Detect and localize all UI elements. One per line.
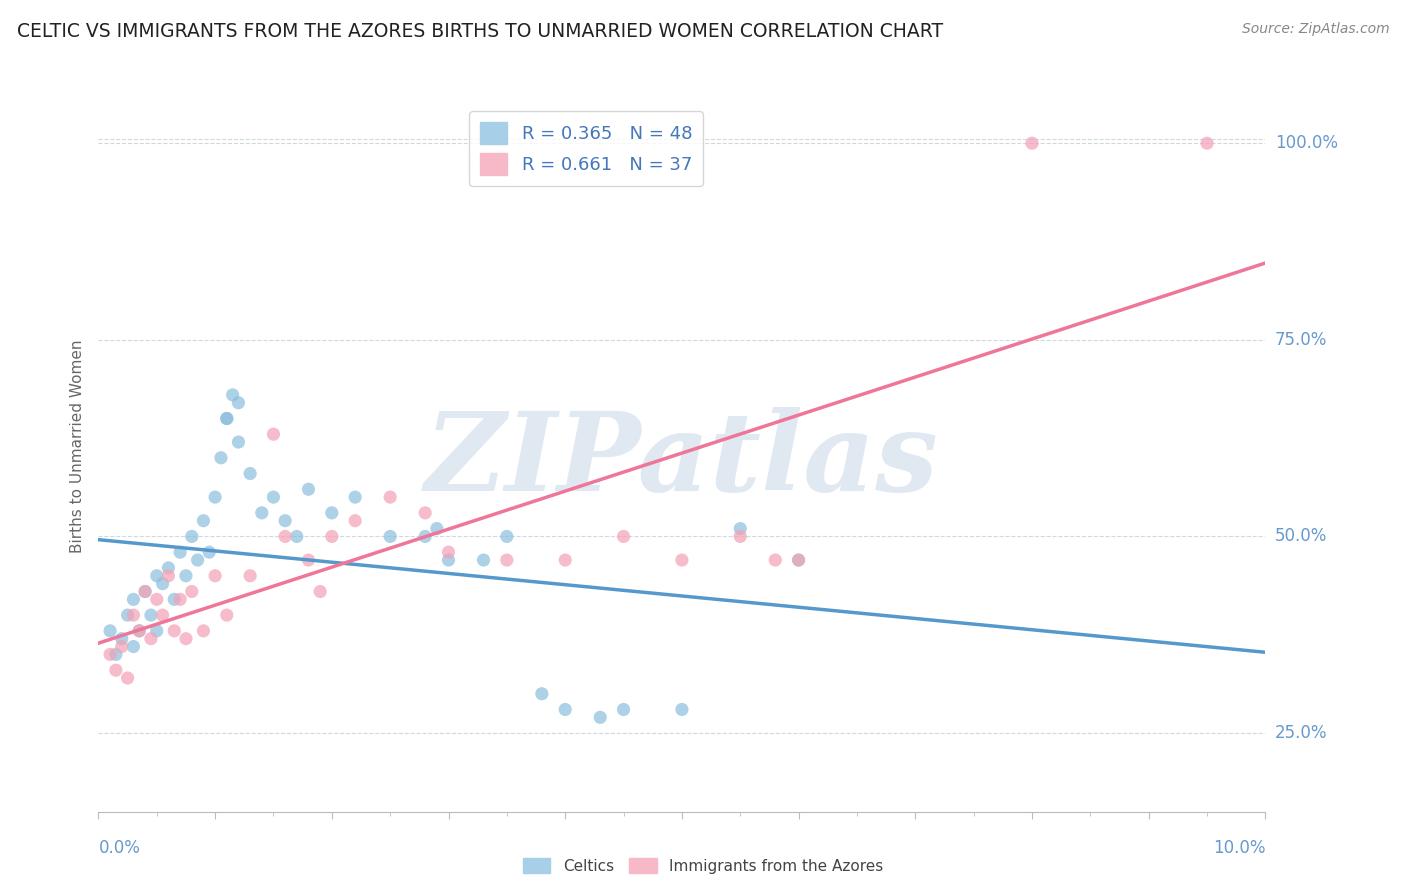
Text: 0.0%: 0.0% bbox=[98, 839, 141, 857]
Point bbox=[285, 529, 308, 543]
Point bbox=[613, 529, 636, 543]
Point bbox=[437, 545, 460, 559]
Point bbox=[98, 648, 121, 662]
Point bbox=[117, 671, 139, 685]
Point bbox=[787, 553, 810, 567]
Point bbox=[157, 568, 180, 582]
Point bbox=[496, 529, 519, 543]
Point bbox=[146, 592, 169, 607]
Point bbox=[380, 529, 402, 543]
Point bbox=[239, 467, 262, 481]
Point bbox=[204, 490, 226, 504]
Point bbox=[98, 624, 121, 638]
Point bbox=[187, 553, 209, 567]
Point bbox=[730, 529, 752, 543]
Point bbox=[228, 396, 250, 410]
Text: 10.0%: 10.0% bbox=[1213, 839, 1265, 857]
Point bbox=[1197, 136, 1219, 151]
Point bbox=[146, 568, 169, 582]
Point bbox=[221, 388, 243, 402]
Point bbox=[122, 640, 145, 654]
Point bbox=[380, 490, 402, 504]
Point bbox=[215, 411, 238, 425]
Point bbox=[163, 624, 186, 638]
Text: ZIPatlas: ZIPatlas bbox=[425, 407, 939, 515]
Point bbox=[139, 632, 162, 646]
Point bbox=[209, 450, 232, 465]
Point bbox=[413, 506, 436, 520]
Point bbox=[413, 529, 436, 543]
Point bbox=[117, 608, 139, 623]
Point bbox=[169, 545, 191, 559]
Point bbox=[152, 608, 174, 623]
Point bbox=[554, 702, 576, 716]
Text: 50.0%: 50.0% bbox=[1275, 527, 1327, 545]
Point bbox=[437, 553, 460, 567]
Point bbox=[263, 427, 285, 442]
Point bbox=[321, 529, 343, 543]
Point bbox=[180, 529, 202, 543]
Point bbox=[157, 561, 180, 575]
Point bbox=[169, 592, 191, 607]
Point bbox=[321, 506, 343, 520]
Point bbox=[163, 592, 186, 607]
Point bbox=[104, 663, 127, 677]
Point bbox=[472, 553, 495, 567]
Point bbox=[198, 545, 221, 559]
Point bbox=[589, 710, 612, 724]
Point bbox=[228, 435, 250, 450]
Point bbox=[263, 490, 285, 504]
Point bbox=[204, 568, 226, 582]
Point bbox=[274, 514, 297, 528]
Point bbox=[613, 702, 636, 716]
Point bbox=[239, 568, 262, 582]
Legend: R = 0.365   N = 48, R = 0.661   N = 37: R = 0.365 N = 48, R = 0.661 N = 37 bbox=[470, 112, 703, 186]
Point bbox=[730, 522, 752, 536]
Point bbox=[111, 632, 134, 646]
Point bbox=[122, 608, 145, 623]
Point bbox=[174, 568, 197, 582]
Point bbox=[763, 553, 786, 567]
Text: 75.0%: 75.0% bbox=[1275, 331, 1327, 349]
Point bbox=[146, 624, 169, 638]
Point bbox=[193, 624, 215, 638]
Point bbox=[134, 584, 156, 599]
Point bbox=[215, 608, 238, 623]
Point bbox=[297, 553, 319, 567]
Text: 25.0%: 25.0% bbox=[1275, 724, 1327, 742]
Point bbox=[122, 592, 145, 607]
Y-axis label: Births to Unmarried Women: Births to Unmarried Women bbox=[69, 339, 84, 553]
Point bbox=[152, 576, 174, 591]
Point bbox=[111, 640, 134, 654]
Point bbox=[787, 553, 810, 567]
Point bbox=[344, 514, 367, 528]
Text: Source: ZipAtlas.com: Source: ZipAtlas.com bbox=[1241, 22, 1389, 37]
Point bbox=[309, 584, 332, 599]
Point bbox=[426, 522, 449, 536]
Legend: Celtics, Immigrants from the Azores: Celtics, Immigrants from the Azores bbox=[517, 852, 889, 880]
Point bbox=[128, 624, 150, 638]
Point bbox=[1021, 136, 1043, 151]
Point bbox=[174, 632, 197, 646]
Point bbox=[496, 553, 519, 567]
Point bbox=[344, 490, 367, 504]
Point bbox=[134, 584, 156, 599]
Text: 100.0%: 100.0% bbox=[1275, 134, 1337, 153]
Point bbox=[297, 482, 319, 496]
Point bbox=[180, 584, 202, 599]
Point bbox=[104, 648, 127, 662]
Point bbox=[274, 529, 297, 543]
Point bbox=[139, 608, 162, 623]
Text: CELTIC VS IMMIGRANTS FROM THE AZORES BIRTHS TO UNMARRIED WOMEN CORRELATION CHART: CELTIC VS IMMIGRANTS FROM THE AZORES BIR… bbox=[17, 22, 943, 41]
Point bbox=[215, 411, 238, 425]
Point bbox=[671, 553, 693, 567]
Point bbox=[250, 506, 273, 520]
Point bbox=[193, 514, 215, 528]
Point bbox=[554, 553, 576, 567]
Point bbox=[530, 687, 553, 701]
Point bbox=[128, 624, 150, 638]
Point bbox=[671, 702, 693, 716]
